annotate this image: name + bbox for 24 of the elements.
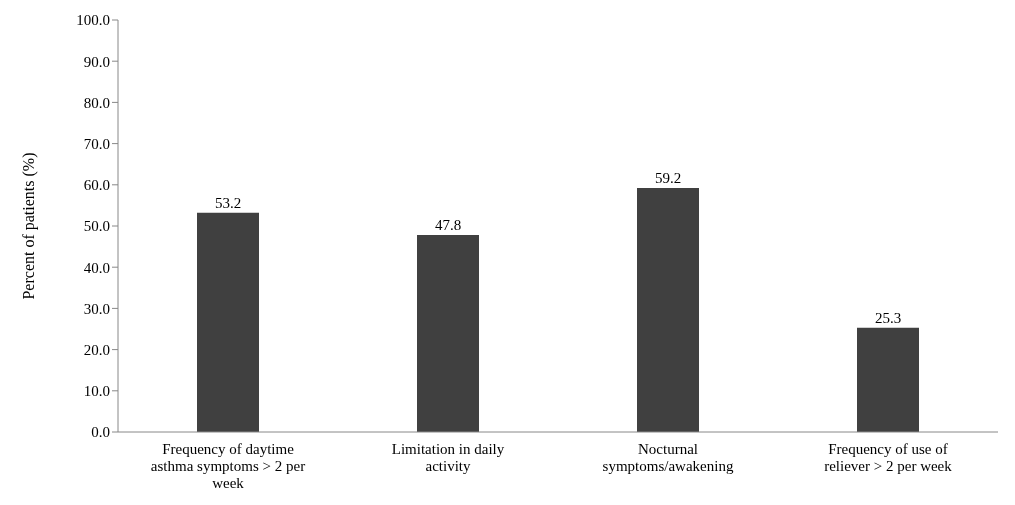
x-tick-label: Frequency of use of reliever > 2 per week xyxy=(824,441,953,474)
x-tick-label: Limitation in daily activity xyxy=(391,441,505,474)
data-label: 25.3 xyxy=(874,309,902,326)
y-tick-label: 90.0 xyxy=(83,53,110,70)
y-tick-label: 10.0 xyxy=(83,383,110,400)
y-tick-label: 20.0 xyxy=(83,341,110,358)
data-label: 53.2 xyxy=(214,194,242,211)
y-tick-label: 80.0 xyxy=(83,94,110,111)
y-tick-label: 50.0 xyxy=(83,218,110,235)
bar xyxy=(637,188,699,432)
bar xyxy=(197,212,259,432)
y-tick-label: 60.0 xyxy=(83,177,110,194)
data-label: 47.8 xyxy=(434,217,462,234)
y-tick-label: 70.0 xyxy=(83,135,110,152)
y-axis-title: Percent of patients (%) xyxy=(19,152,38,300)
bar xyxy=(857,327,919,432)
data-label: 59.2 xyxy=(654,170,682,187)
x-tick-label: Frequency of daytime asthma symptoms > 2 per week xyxy=(150,441,306,491)
bar xyxy=(417,235,479,432)
y-tick-label: 30.0 xyxy=(83,300,110,317)
y-tick-label: 100.0 xyxy=(76,12,110,29)
y-tick-label: 40.0 xyxy=(83,259,110,276)
y-tick-label: 0.0 xyxy=(91,424,110,441)
x-tick-label: Nocturnal symptoms/awakening xyxy=(602,441,734,474)
